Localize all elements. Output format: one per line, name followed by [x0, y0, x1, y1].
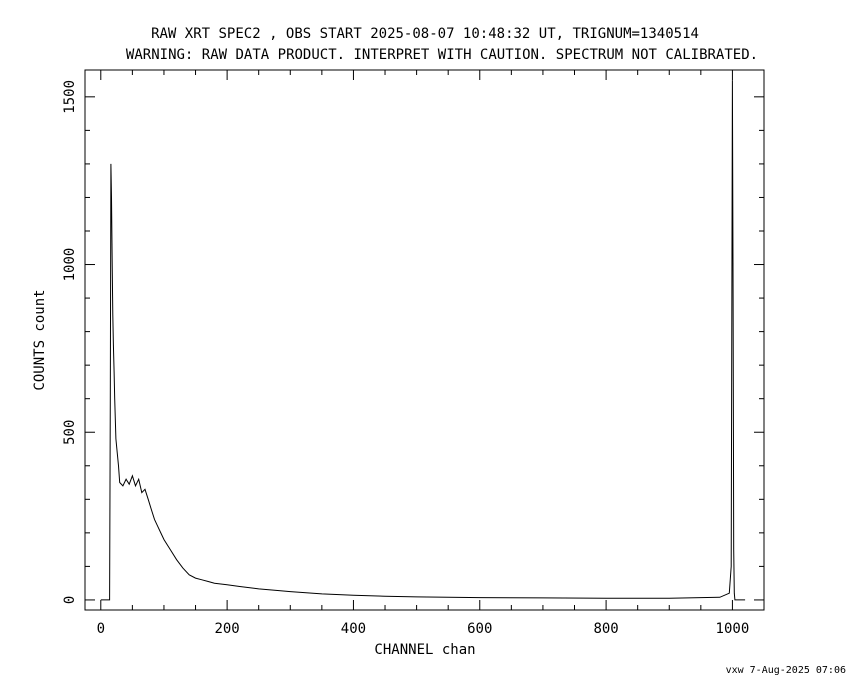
x-tick-label: 200 [214, 621, 239, 637]
x-tick-label: 1000 [716, 621, 750, 637]
x-tick-label: 800 [593, 621, 618, 637]
x-tick-label: 0 [97, 621, 105, 637]
y-tick-label: 1000 [62, 248, 78, 282]
chart-title: RAW XRT SPEC2 , OBS START 2025-08-07 10:… [151, 26, 699, 42]
y-tick-label: 0 [62, 596, 78, 604]
chart-subtitle: WARNING: RAW DATA PRODUCT. INTERPRET WIT… [126, 47, 758, 63]
x-axis-label: CHANNEL chan [374, 642, 475, 658]
y-tick-label: 500 [62, 420, 78, 445]
y-axis-label: COUNTS count [32, 289, 48, 390]
axis-tick-labels: 0 200 400 600 800 1000 0 500 1000 1500 [62, 80, 749, 637]
plot-frame [84, 69, 765, 611]
y-tick-label: 1500 [62, 80, 78, 114]
spectrum-line [100, 80, 746, 601]
x-tick-label: 400 [341, 621, 366, 637]
x-tick-label: 600 [467, 621, 492, 637]
footer-timestamp: vxw 7-Aug-2025 07:06 [726, 665, 846, 676]
axis-ticks [85, 70, 765, 610]
